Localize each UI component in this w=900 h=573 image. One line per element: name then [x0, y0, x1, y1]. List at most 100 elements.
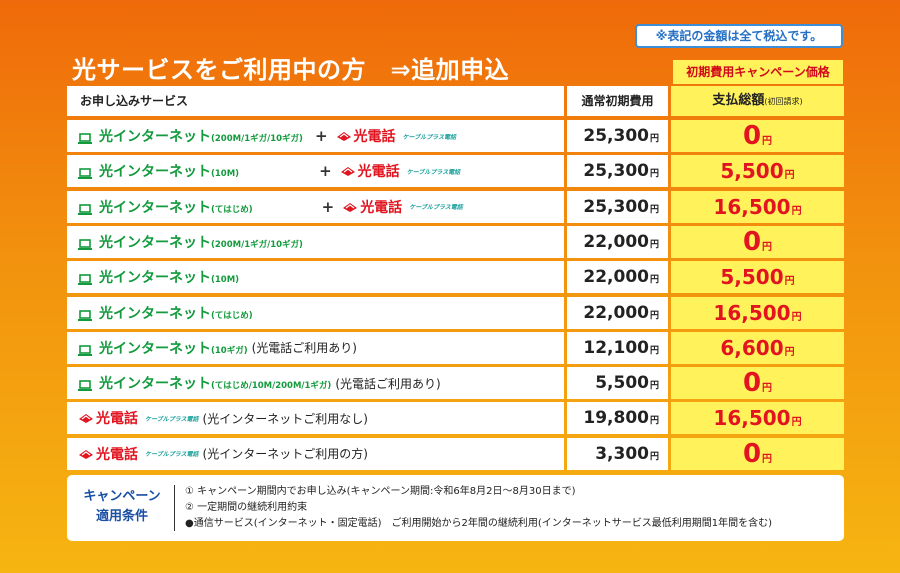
- laptop-icon: [78, 165, 92, 180]
- internet-name: 光インターネット: [99, 129, 211, 145]
- yen-unit: 円: [784, 170, 795, 182]
- tax-note: ※表記の金額は全て税込です。: [635, 24, 843, 48]
- normal-fee-cell: 25,300円: [567, 120, 668, 152]
- normal-fee-cell: 12,100円: [567, 331, 668, 364]
- internet-label: 光インターネット(10ギガ): [99, 338, 248, 358]
- service-cell: 光インターネット(200M/1ギガ/10ギガ): [67, 225, 564, 258]
- total-cell: 16,500円: [671, 402, 844, 435]
- laptop-icon: [78, 130, 92, 144]
- yen-unit: 円: [762, 241, 773, 253]
- internet-speed: (てはじめ): [211, 310, 253, 321]
- normal-fee-cell: 3,300円: [567, 437, 668, 470]
- table-row: 光インターネット(200M/1ギガ/10ギガ) + 光電話 ケーブルプラス電話 25,3…: [67, 120, 844, 152]
- yen-unit: 円: [762, 383, 773, 395]
- internet-speed: (10ギガ): [211, 345, 248, 356]
- conditions-title-line1: キャンペーン: [83, 489, 161, 504]
- yen-unit: 円: [784, 346, 795, 358]
- total-cell: 5,500円: [671, 155, 844, 188]
- internet-label: 光インターネット(てはじめ/10M/200M/1ギガ): [99, 373, 331, 393]
- service-cell: 光インターネット(200M/1ギガ/10ギガ) + 光電話 ケーブルプラス電話: [67, 120, 564, 152]
- total-cell: 6,600円: [671, 331, 844, 364]
- service-cell: 光インターネット(てはじめ/10M/200M/1ギガ) (光電話ご利用あり): [67, 367, 564, 400]
- internet-speed: (200M/1ギガ/10ギガ): [211, 239, 303, 250]
- total-cell: 0円: [671, 437, 844, 470]
- internet-name: 光インターネット: [99, 340, 211, 357]
- total-amount: 0: [742, 226, 762, 257]
- normal-fee-cell: 22,000円: [567, 261, 668, 294]
- total-amount: 5,500: [720, 265, 784, 290]
- normal-fee: 22,000: [583, 231, 649, 252]
- plus-sign: +: [321, 197, 335, 216]
- tel-label: 光電話: [357, 164, 400, 181]
- total-cell: 16,500円: [671, 296, 844, 329]
- internet-label: 光インターネット(10M): [99, 267, 239, 287]
- table-row: 光電話 ケーブルプラス電話 (光インターネットご利用なし) 19,800円 16,500…: [67, 402, 844, 435]
- tel-label: 光電話: [360, 199, 403, 216]
- yen-unit: 円: [791, 311, 802, 323]
- total-cell: 0円: [671, 120, 844, 152]
- tel-logo-icon: [340, 165, 356, 177]
- laptop-icon: [78, 307, 92, 321]
- table-row: 光インターネット(200M/1ギガ/10ギガ) 22,000 円 0円: [67, 225, 844, 258]
- normal-fee: 25,300: [583, 126, 649, 146]
- header-total-label: 支払総額: [712, 93, 765, 108]
- header-total-note: (初回請求): [764, 97, 803, 106]
- hikari-tel-logo: 光電話: [342, 197, 402, 217]
- yen-unit: 円: [649, 275, 659, 286]
- internet-label: 光インターネット(てはじめ): [99, 197, 253, 217]
- yen-unit: 円: [649, 451, 659, 462]
- service-note: (光インターネットご利用の方): [202, 447, 368, 462]
- tel-label: 光電話: [96, 446, 138, 463]
- header-total: 支払総額(初回請求): [671, 86, 844, 116]
- table-row: 光インターネット(てはじめ) + 光電話 ケーブルプラス電話 25,300円 16,500…: [67, 190, 844, 223]
- normal-fee: 22,000: [583, 302, 649, 323]
- hikari-tel-logo: 光電話: [340, 161, 400, 181]
- yen-unit: 円: [791, 205, 802, 217]
- tel-logo-icon: [78, 448, 94, 460]
- total-cell: 0円: [671, 367, 844, 400]
- yen-unit: 円: [791, 417, 802, 429]
- cable-plus-logo: ケーブルプラス電話: [409, 204, 463, 212]
- internet-name: 光インターネット: [99, 270, 211, 287]
- service-cell: 光電話 ケーブルプラス電話 (光インターネットご利用なし): [67, 402, 564, 435]
- campaign-conditions: キャンペーン 適用条件 ① キャンペーン期間内でお申し込み(キャンペーン期間:令…: [67, 475, 844, 541]
- table-row: 光インターネット(10M) 22,000円 5,500 円: [67, 261, 844, 294]
- yen-unit: 円: [649, 345, 659, 356]
- laptop-icon: [78, 236, 92, 250]
- internet-name: 光インターネット: [99, 234, 211, 251]
- normal-fee-cell: 19,800円: [567, 402, 668, 435]
- conditions-title: キャンペーン 適用条件: [77, 487, 167, 527]
- campaign-label: 初期費用キャンペーン価格: [673, 60, 843, 84]
- normal-fee: 12,100: [583, 337, 649, 358]
- yen-unit: 円: [762, 453, 773, 465]
- service-note: (光インターネットご利用なし): [202, 411, 368, 426]
- service-cell: 光インターネット(10M) + 光電話 ケーブルプラス電話: [67, 155, 564, 188]
- tel-logo-icon: [342, 201, 358, 213]
- table-row: 光インターネット(てはじめ) 22,000円 16,500円: [67, 296, 844, 329]
- internet-name: 光インターネット: [99, 376, 211, 393]
- internet-name: 光インターネット: [99, 199, 211, 216]
- yen-unit: 円: [649, 381, 659, 392]
- table-row: 光電話 ケーブルプラス電話 (光インターネットご利用の方) 3,300円 0円: [67, 437, 844, 470]
- yen-unit: 円: [649, 169, 659, 180]
- laptop-icon: [78, 377, 92, 392]
- service-cell: 光インターネット(10M): [67, 261, 564, 294]
- normal-fee-cell: 25,300円: [567, 155, 668, 188]
- yen-unit: 円: [649, 134, 659, 144]
- total-cell: 16,500円: [671, 190, 844, 223]
- header-service: お申し込みサービス: [67, 86, 564, 116]
- table-row: 光インターネット(てはじめ/10M/200M/1ギガ) (光電話ご利用あり) 5,5…: [67, 367, 844, 400]
- total-amount: 0: [742, 121, 762, 151]
- yen-unit: 円: [649, 310, 659, 321]
- cable-plus-logo: ケーブルプラス電話: [145, 451, 199, 459]
- service-cell: 光インターネット(てはじめ): [67, 296, 564, 329]
- internet-label: 光インターネット(てはじめ): [99, 303, 253, 323]
- normal-fee: 25,300: [583, 161, 649, 182]
- total-amount: 16,500: [713, 194, 791, 219]
- internet-label: 光インターネット(200M/1ギガ/10ギガ): [99, 232, 303, 252]
- internet-speed: (てはじめ/10M/200M/1ギガ): [211, 381, 332, 392]
- total-cell: 0円: [671, 225, 844, 258]
- service-cell: 光電話 ケーブルプラス電話 (光インターネットご利用の方): [67, 437, 564, 470]
- condition-item: ② 一定期間の継続利用約束: [185, 502, 308, 513]
- laptop-icon: [78, 271, 92, 286]
